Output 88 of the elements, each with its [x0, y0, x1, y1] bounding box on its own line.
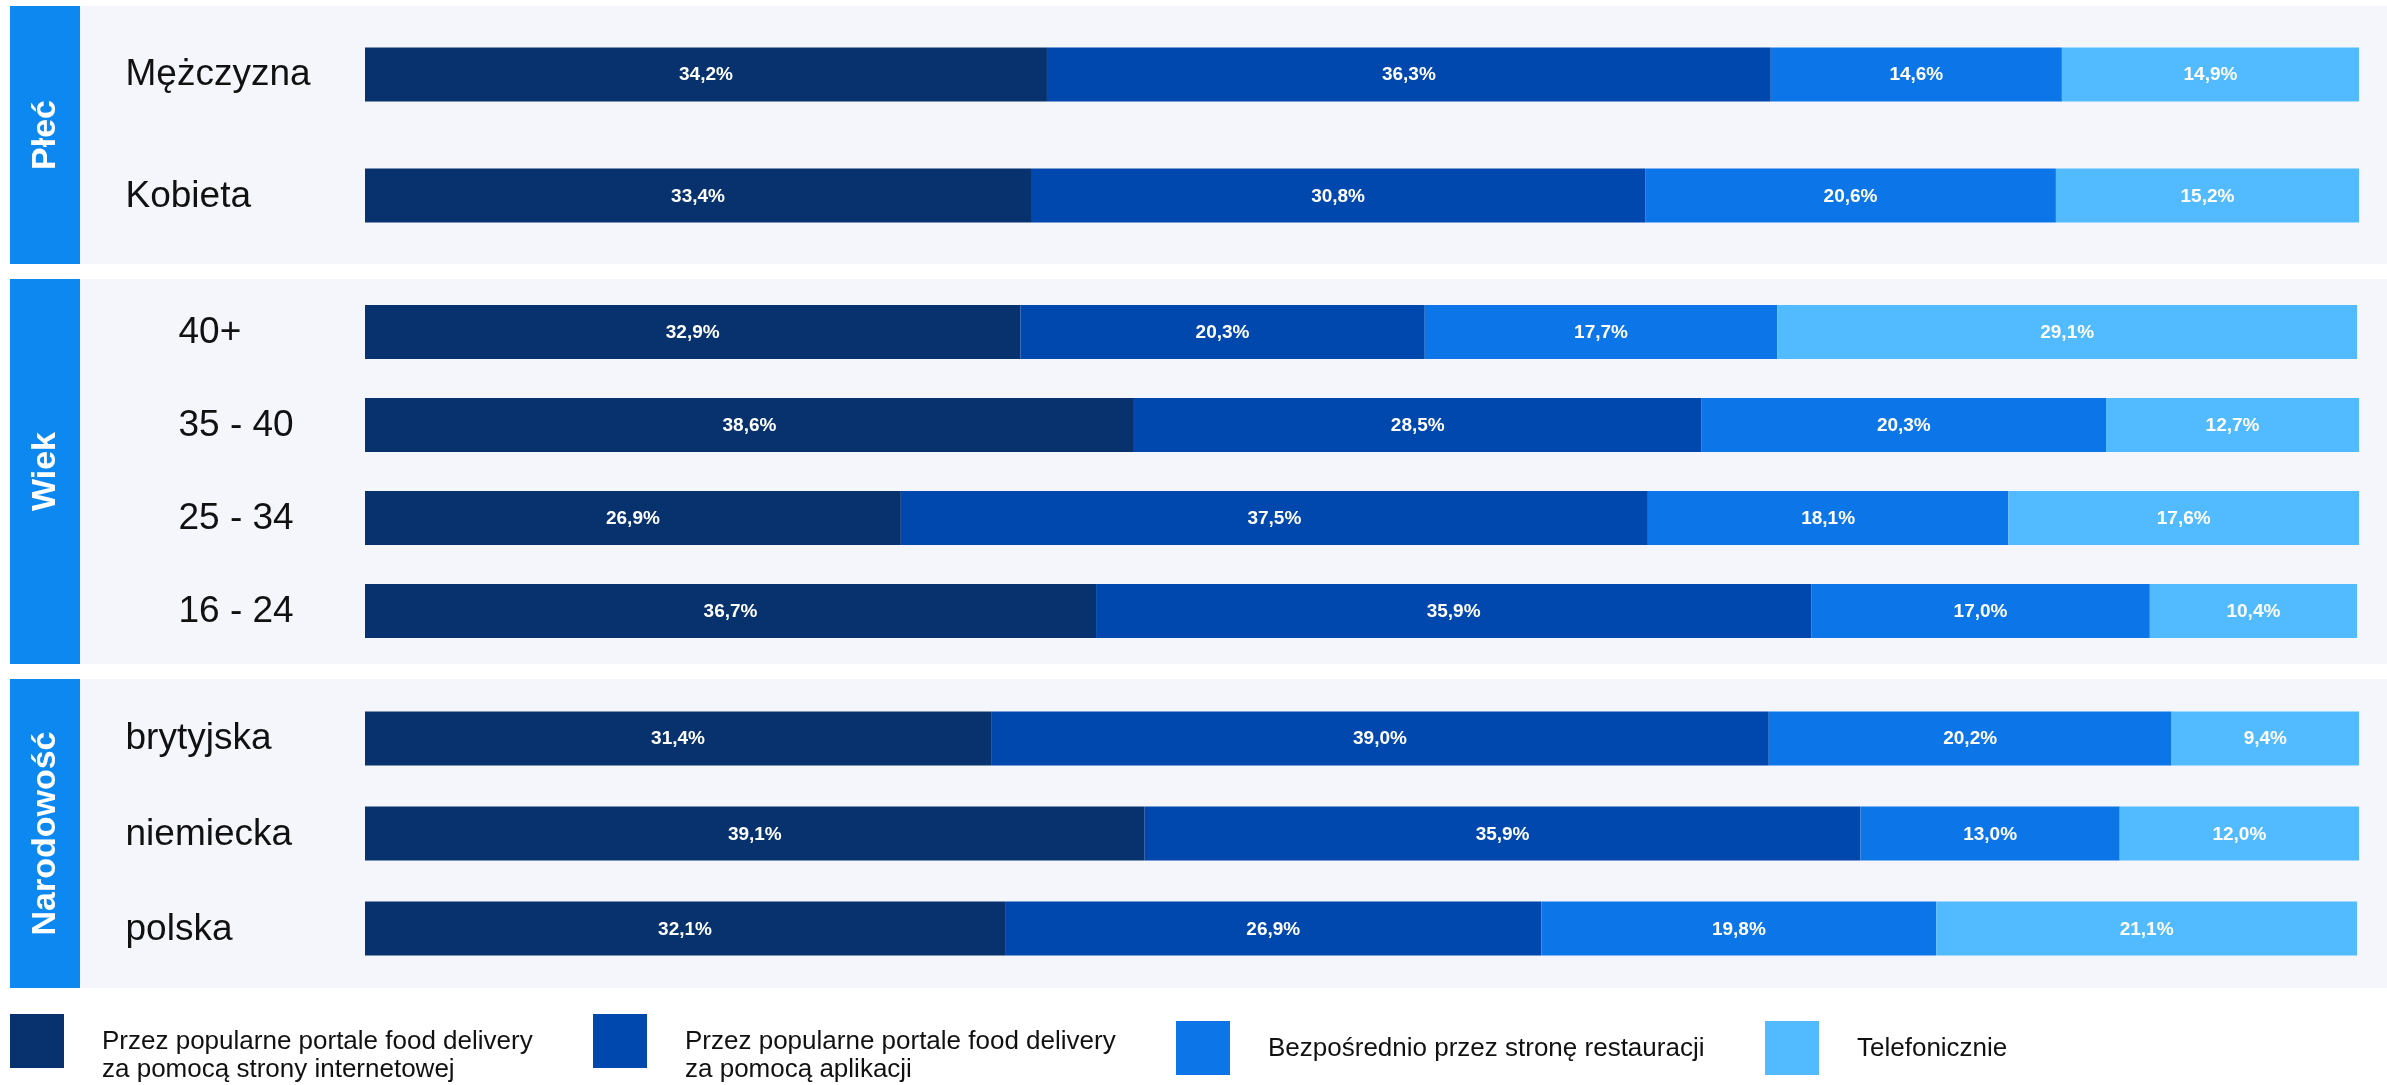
- data-label: 17,7%: [1574, 321, 1629, 343]
- bar: [2008, 491, 2359, 545]
- data-label: 19,8%: [1711, 917, 1766, 939]
- bar: [365, 305, 1021, 360]
- data-label: 36,7%: [703, 599, 758, 621]
- data-label: 34,2%: [679, 63, 734, 85]
- bar: [1645, 168, 2056, 223]
- bar: [991, 711, 1769, 766]
- legend-label: Bezpośrednio przez stronę restauracji: [1268, 1032, 1705, 1062]
- bar: [365, 711, 992, 766]
- bar: [1811, 583, 2150, 638]
- data-label: 12,7%: [2205, 414, 2260, 435]
- bar: [2119, 806, 2359, 861]
- data-label: 36,3%: [1381, 63, 1436, 85]
- y-axis-title: Wiek: [24, 431, 62, 512]
- data-label: 30,8%: [1311, 184, 1366, 206]
- data-label: 21,1%: [2119, 917, 2174, 939]
- bar: [1541, 901, 1937, 956]
- legend-label: Przez popularne portale food delivery za pomocą strony internetowej: [102, 1025, 533, 1083]
- data-label: 13,0%: [1963, 822, 2018, 844]
- bar: [1770, 47, 2062, 102]
- bar: [900, 491, 1648, 545]
- y-tick-label: 25 - 34: [178, 496, 294, 537]
- y-tick-label: 35 - 40: [178, 403, 294, 444]
- data-label: 26,9%: [605, 507, 660, 528]
- data-label: 9,4%: [2243, 727, 2288, 749]
- bar: [1005, 901, 1542, 956]
- y-tick-label: Kobieta: [125, 173, 252, 215]
- data-label: 12,0%: [2212, 822, 2267, 844]
- bar: [365, 47, 1047, 102]
- data-label: 20,3%: [1195, 321, 1250, 343]
- bar: [2106, 398, 2359, 452]
- bar: [1860, 806, 2120, 861]
- data-label: 37,5%: [1247, 507, 1302, 528]
- bar: [365, 901, 1006, 956]
- data-label: 31,4%: [651, 727, 706, 749]
- legend-label: Przez popularne portale food delivery za pomocą aplikacji: [685, 1025, 1116, 1083]
- y-axis-title: Narodowość: [24, 731, 62, 936]
- data-label: 17,6%: [2156, 507, 2211, 528]
- data-label: 39,0%: [1353, 727, 1407, 749]
- bar: [1701, 398, 2107, 452]
- data-label: 35,9%: [1475, 822, 1530, 844]
- bar: [1936, 901, 2358, 956]
- bar: [1133, 398, 1702, 452]
- legend-label: Telefonicznie: [1857, 1032, 2008, 1062]
- bar: [2055, 168, 2359, 223]
- bar: [1031, 168, 1646, 223]
- data-label: 17,0%: [1953, 599, 2008, 621]
- data-label: 29,1%: [2040, 321, 2095, 343]
- data-label: 18,1%: [1801, 507, 1856, 528]
- bar: [365, 491, 901, 545]
- data-label: 15,2%: [2180, 184, 2235, 206]
- data-label: 14,9%: [2183, 63, 2238, 85]
- bar: [2149, 583, 2358, 638]
- data-label: 26,9%: [1246, 917, 1301, 939]
- y-tick-label: 16 - 24: [178, 588, 294, 630]
- data-label: 38,6%: [722, 414, 777, 435]
- bar: [365, 583, 1097, 638]
- data-label: 20,3%: [1876, 414, 1931, 435]
- bar: [365, 168, 1031, 223]
- data-label: 10,4%: [2226, 599, 2281, 621]
- data-label: 35,9%: [1426, 599, 1481, 621]
- bar: [1020, 305, 1425, 360]
- data-label: 39,1%: [727, 822, 782, 844]
- bar: [1424, 305, 1778, 360]
- data-label: 14,6%: [1889, 63, 1944, 85]
- data-label: 32,1%: [658, 917, 713, 939]
- bar: [1046, 47, 1771, 102]
- bar: [1144, 806, 1861, 861]
- data-label: 28,5%: [1390, 414, 1445, 435]
- bar: [1777, 305, 2358, 360]
- data-label: 20,6%: [1823, 184, 1878, 206]
- bar: [365, 398, 1134, 452]
- data-label: 33,4%: [671, 184, 726, 206]
- y-tick-label: brytyjska: [125, 716, 272, 758]
- data-label: 20,2%: [1943, 727, 1998, 749]
- bar: [2061, 47, 2359, 102]
- y-tick-label: niemiecka: [125, 811, 293, 853]
- y-axis-title: Płeć: [24, 100, 62, 170]
- bar: [1647, 491, 2009, 545]
- data-label: 32,9%: [665, 321, 720, 343]
- y-tick-label: 40+: [178, 310, 242, 352]
- bar: [2171, 711, 2359, 766]
- bar: [365, 806, 1145, 861]
- bar: [1096, 583, 1812, 638]
- y-tick-label: Mężczyzna: [125, 52, 311, 94]
- y-tick-label: polska: [125, 906, 233, 948]
- bar: [1768, 711, 2172, 766]
